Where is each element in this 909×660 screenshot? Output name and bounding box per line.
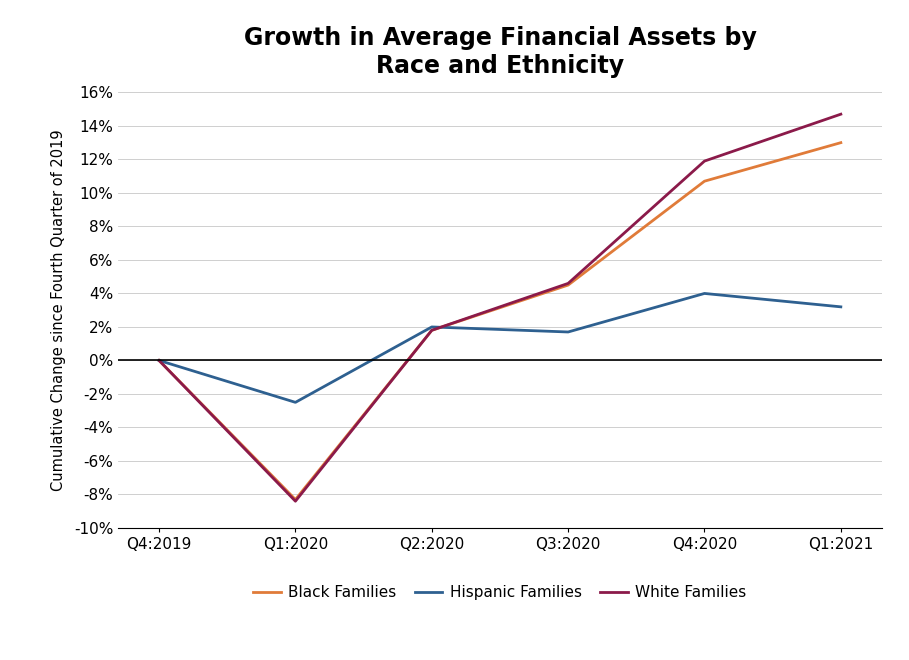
Black Families: [835, 139, 846, 147]
Title: Growth in Average Financial Assets by
Race and Ethnicity: Growth in Average Financial Assets by Ra…: [244, 26, 756, 78]
Hispanic Families: [426, 323, 437, 331]
Hispanic Families: [290, 399, 301, 407]
Legend: Black Families, Hispanic Families, White Families: Black Families, Hispanic Families, White…: [247, 579, 753, 607]
Line: Hispanic Families: Hispanic Families: [159, 294, 841, 403]
White Families: [699, 157, 710, 165]
Hispanic Families: [154, 356, 165, 364]
White Families: [426, 326, 437, 334]
Line: White Families: White Families: [159, 114, 841, 501]
Black Families: [699, 178, 710, 185]
White Families: [563, 279, 574, 287]
Black Families: [154, 356, 165, 364]
White Families: [154, 356, 165, 364]
Black Families: [290, 496, 301, 504]
White Families: [835, 110, 846, 118]
Line: Black Families: Black Families: [159, 143, 841, 500]
Hispanic Families: [563, 328, 574, 336]
Hispanic Families: [835, 303, 846, 311]
Black Families: [563, 281, 574, 289]
Text: St. Louis: St. Louis: [138, 638, 191, 651]
Text: Federal Reserve Bank: Federal Reserve Bank: [11, 638, 151, 651]
Hispanic Families: [699, 290, 710, 298]
White Families: [290, 497, 301, 505]
Y-axis label: Cumulative Change since Fourth Quarter of 2019: Cumulative Change since Fourth Quarter o…: [51, 129, 65, 491]
Black Families: [426, 326, 437, 334]
Text: of: of: [123, 638, 135, 651]
